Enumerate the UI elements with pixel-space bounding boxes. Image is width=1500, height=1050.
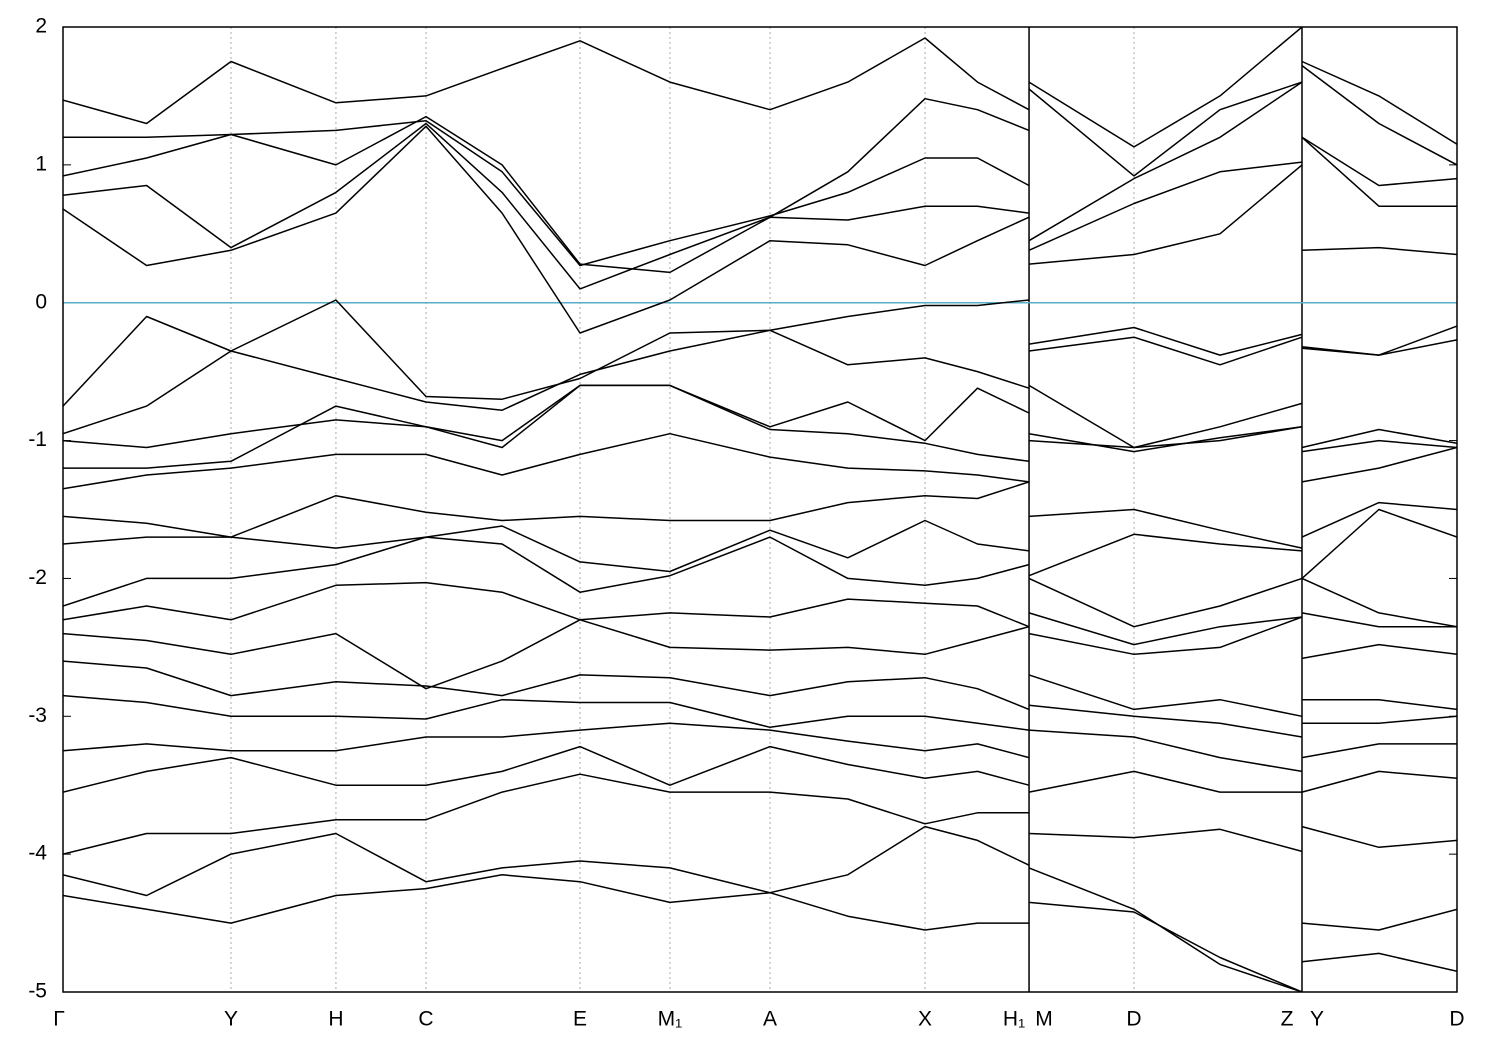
band-line <box>63 81 1457 267</box>
band-line <box>63 426 1457 490</box>
y-tick-label: 1 <box>35 152 47 175</box>
band-line <box>63 825 1457 992</box>
band-line <box>63 616 1457 690</box>
x-tick-label: M <box>1035 1008 1053 1031</box>
band-line <box>63 773 1457 855</box>
band-line <box>63 694 1457 738</box>
band-line <box>63 722 1457 773</box>
band-line <box>63 745 1457 793</box>
x-tick-label: D <box>1126 1008 1141 1031</box>
x-tick-label: Y <box>1310 1008 1324 1031</box>
x-tick-label: H <box>328 1008 343 1031</box>
x-tick-label: Γ <box>53 1008 65 1031</box>
y-tick-label: -4 <box>28 842 47 865</box>
plot-frame <box>62 26 1458 993</box>
band-line <box>63 125 1457 334</box>
x-tick-label: M₁ <box>658 1008 683 1031</box>
band-line <box>63 329 1457 435</box>
x-tick-label: E <box>573 1008 587 1031</box>
band-line <box>63 27 1457 148</box>
x-tick-label: Z <box>1281 1008 1294 1031</box>
band-line <box>63 508 1457 579</box>
y-tick-label: -5 <box>28 980 47 1003</box>
band-line <box>63 660 1457 718</box>
x-tick-label: A <box>763 1008 777 1031</box>
x-tick-label: H₁ <box>1003 1008 1025 1031</box>
y-tick-label: -1 <box>28 428 47 451</box>
x-tick-label: Y <box>224 1008 238 1031</box>
band-line <box>63 874 1457 992</box>
y-tick-label: 2 <box>35 15 47 38</box>
x-tick-label: D <box>1449 1008 1464 1031</box>
y-tick-label: -2 <box>28 566 47 589</box>
y-tick-label: -3 <box>28 704 47 727</box>
x-tick-label: C <box>418 1008 433 1031</box>
y-tick-label: 0 <box>35 290 47 313</box>
band-line <box>63 536 1457 628</box>
band-line <box>63 122 1457 290</box>
x-tick-label: X <box>918 1008 932 1031</box>
